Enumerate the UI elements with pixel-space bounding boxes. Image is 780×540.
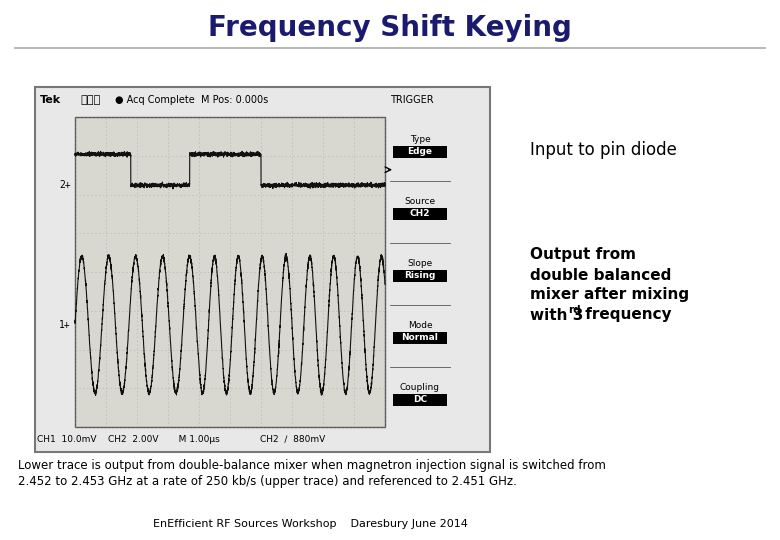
Text: Output from: Output from bbox=[530, 247, 636, 262]
Bar bbox=[393, 146, 447, 158]
Text: Mode: Mode bbox=[408, 321, 432, 330]
Text: TRIGGER: TRIGGER bbox=[390, 95, 434, 105]
Bar bbox=[393, 394, 447, 406]
Text: Edge: Edge bbox=[407, 147, 432, 157]
Text: CH1  10.0mV    CH2  2.00V       M 1.00μs              CH2  ∕  880mV: CH1 10.0mV CH2 2.00V M 1.00μs CH2 ∕ 880m… bbox=[37, 435, 325, 444]
Bar bbox=[393, 270, 447, 282]
Text: 1+: 1+ bbox=[59, 320, 71, 330]
Text: Slope: Slope bbox=[407, 260, 433, 268]
Text: Lower trace is output from double-balance mixer when magnetron injection signal : Lower trace is output from double-balanc… bbox=[18, 458, 606, 471]
Text: CH2: CH2 bbox=[410, 210, 431, 219]
Text: Input to pin diode: Input to pin diode bbox=[530, 141, 677, 159]
Text: Frequency Shift Keying: Frequency Shift Keying bbox=[208, 14, 572, 42]
Text: 2+: 2+ bbox=[59, 180, 71, 190]
Text: mixer after mixing: mixer after mixing bbox=[530, 287, 689, 302]
Text: with 3: with 3 bbox=[530, 307, 583, 322]
Text: 2.452 to 2.453 GHz at a rate of 250 kb/s (upper trace) and referenced to 2.451 G: 2.452 to 2.453 GHz at a rate of 250 kb/s… bbox=[18, 476, 517, 489]
Text: ● Acq Complete  M Pos: 0.000s: ● Acq Complete M Pos: 0.000s bbox=[115, 95, 268, 105]
Text: Tek: Tek bbox=[40, 95, 61, 105]
Text: Rising: Rising bbox=[404, 272, 436, 280]
Text: DC: DC bbox=[413, 395, 427, 404]
Text: Normal: Normal bbox=[402, 334, 438, 342]
Text: double balanced: double balanced bbox=[530, 267, 672, 282]
Text: frequency: frequency bbox=[580, 307, 672, 322]
Bar bbox=[75, 117, 385, 427]
Bar bbox=[35, 87, 490, 452]
Bar bbox=[393, 208, 447, 220]
Text: rd: rd bbox=[568, 305, 580, 315]
Text: Coupling: Coupling bbox=[400, 383, 440, 393]
Text: Source: Source bbox=[405, 198, 435, 206]
Text: EnEfficient RF Sources Workshop    Daresbury June 2014: EnEfficient RF Sources Workshop Daresbur… bbox=[153, 519, 467, 529]
Text: Type: Type bbox=[410, 136, 431, 145]
Bar bbox=[393, 332, 447, 344]
Text: ⎺⎺⎺: ⎺⎺⎺ bbox=[80, 95, 101, 105]
